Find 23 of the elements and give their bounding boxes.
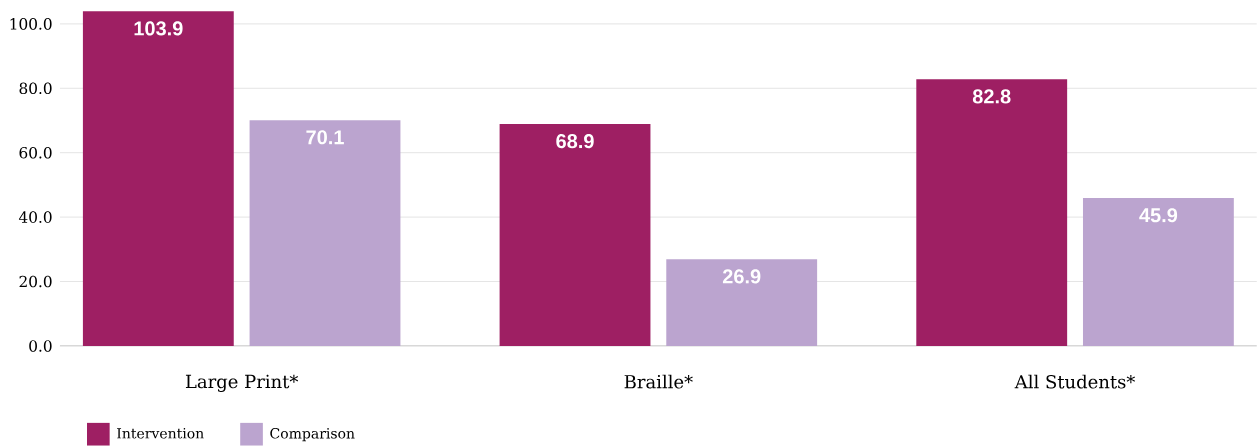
data-label: 103.9 [134,21,183,36]
bar [666,259,818,346]
bar [82,11,234,346]
data-label: 70.1 [306,130,344,145]
x-tick-label: Large Print* [185,374,299,392]
bar [499,123,651,346]
x-tick-label: All Students* [1014,374,1136,389]
bar [249,120,401,346]
y-tick-label: 60.0 [19,146,52,159]
bar [1082,198,1234,346]
data-label: 68.9 [556,133,594,149]
y-tick-label: 40.0 [18,211,52,223]
data-label: 45.9 [1139,208,1178,223]
data-label: 26.9 [722,269,761,284]
y-tick-label: 0.0 [29,340,52,352]
legend-label: Intervention [117,427,204,439]
y-tick-label: 100.0 [10,17,52,30]
x-tick-label: Braille* [624,374,693,389]
y-tick-label: 20.0 [19,275,52,288]
data-label: 82.8 [972,89,1011,104]
bar [916,79,1068,346]
y-tick-label: 80.0 [19,82,52,94]
legend-label: Comparison [270,427,355,442]
